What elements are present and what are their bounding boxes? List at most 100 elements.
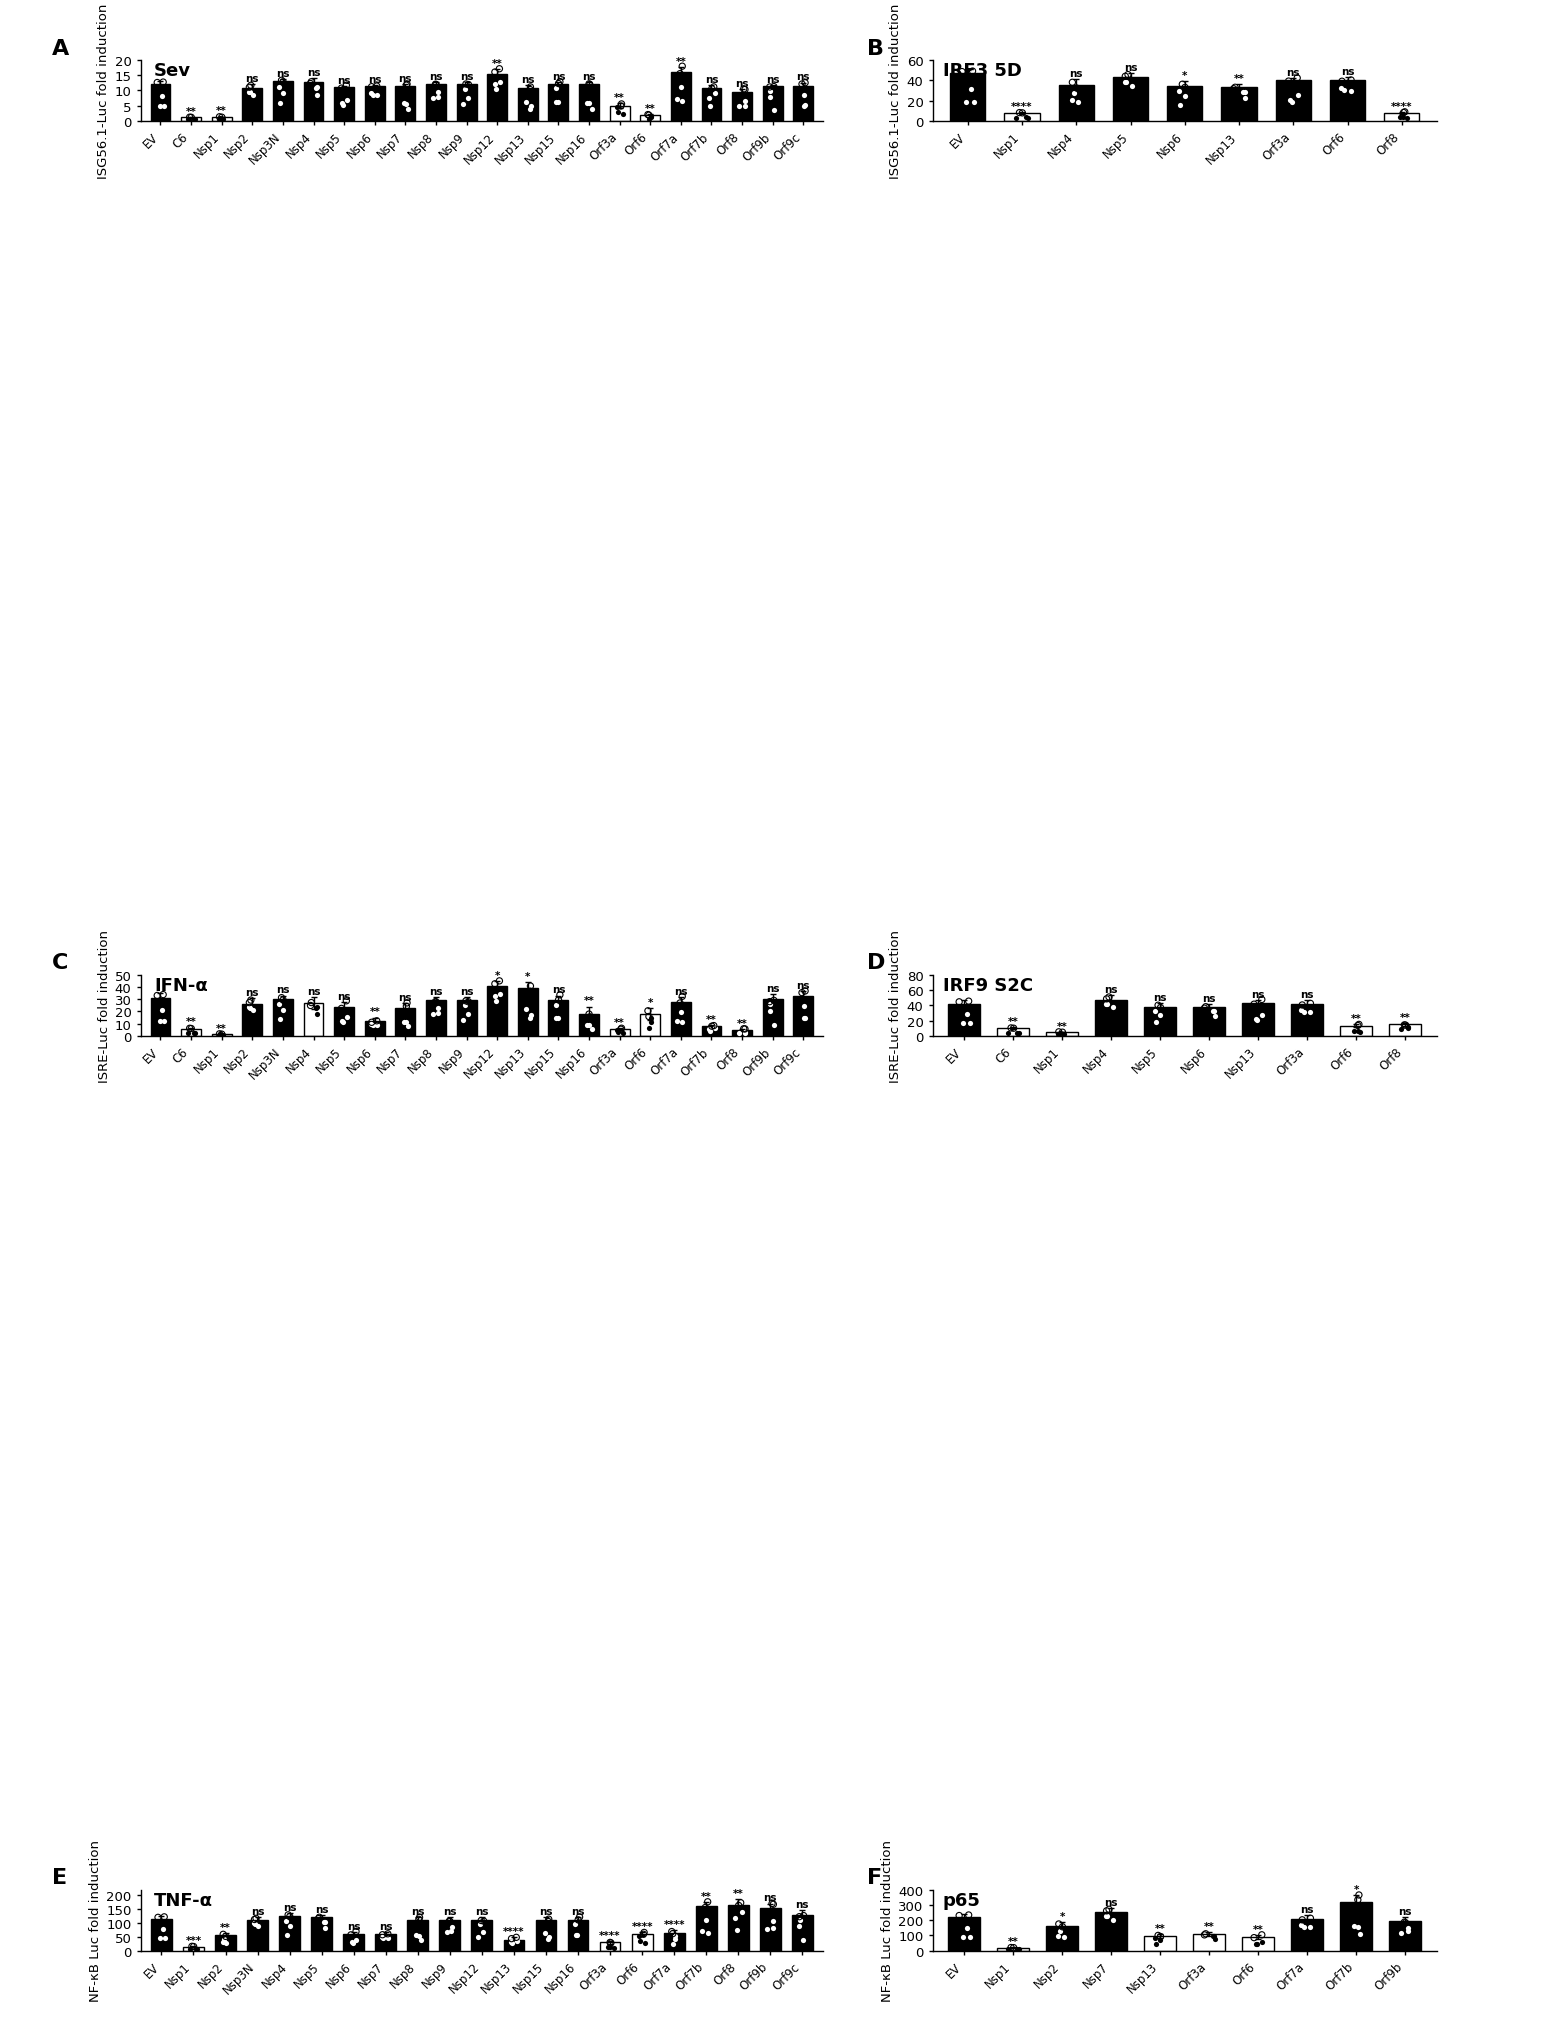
Point bbox=[690, 1914, 715, 1947]
Bar bbox=[640, 116, 661, 122]
Point bbox=[1250, 1918, 1275, 1951]
Point bbox=[364, 71, 389, 104]
Point bbox=[661, 1928, 686, 1961]
Point bbox=[1100, 1904, 1125, 1936]
Text: ns: ns bbox=[337, 992, 351, 1002]
Point bbox=[700, 1010, 725, 1042]
Point bbox=[434, 1916, 459, 1949]
Point bbox=[298, 69, 323, 102]
Point bbox=[1115, 59, 1140, 91]
Bar bbox=[216, 1934, 236, 1951]
Point bbox=[450, 1004, 475, 1036]
Point bbox=[636, 1000, 661, 1032]
Text: ns: ns bbox=[1340, 67, 1354, 77]
Point bbox=[787, 1900, 812, 1932]
Bar bbox=[1167, 87, 1203, 122]
Point bbox=[177, 102, 201, 134]
Point bbox=[726, 91, 751, 124]
Point bbox=[956, 986, 981, 1018]
Point bbox=[177, 1932, 201, 1965]
Text: ns: ns bbox=[337, 75, 351, 85]
Point bbox=[701, 77, 726, 110]
Point bbox=[564, 1918, 589, 1951]
Point bbox=[761, 986, 786, 1018]
Text: ns: ns bbox=[572, 1906, 584, 1916]
Point bbox=[267, 988, 292, 1020]
Bar bbox=[212, 118, 231, 122]
Point bbox=[267, 1004, 292, 1036]
Point bbox=[177, 1012, 201, 1044]
Text: **: ** bbox=[737, 1018, 748, 1028]
Text: **: ** bbox=[220, 1922, 231, 1932]
Text: ns: ns bbox=[1287, 69, 1300, 77]
Point bbox=[628, 1924, 653, 1957]
Point bbox=[1290, 990, 1315, 1022]
Point bbox=[661, 1918, 686, 1951]
Point bbox=[392, 87, 417, 120]
Text: ns: ns bbox=[430, 71, 442, 81]
Point bbox=[636, 100, 661, 132]
Point bbox=[667, 59, 692, 91]
Point bbox=[758, 75, 783, 108]
Point bbox=[1395, 1916, 1420, 1949]
Point bbox=[576, 69, 601, 102]
Point bbox=[1201, 996, 1226, 1028]
Point bbox=[790, 1002, 815, 1034]
Point bbox=[698, 1016, 723, 1049]
Text: *: * bbox=[1059, 1912, 1065, 1922]
Point bbox=[334, 69, 359, 102]
Point bbox=[359, 71, 384, 104]
Point bbox=[1203, 1000, 1228, 1032]
Text: ***: *** bbox=[186, 1934, 201, 1945]
Text: ns: ns bbox=[251, 1906, 264, 1916]
Point bbox=[1243, 1926, 1268, 1959]
Point bbox=[150, 67, 175, 100]
Point bbox=[242, 1908, 267, 1941]
Point bbox=[758, 996, 783, 1028]
Point bbox=[639, 102, 664, 134]
Point bbox=[1064, 73, 1089, 106]
Bar bbox=[948, 1004, 981, 1036]
Point bbox=[1006, 1016, 1031, 1049]
Point bbox=[626, 1920, 651, 1953]
Bar bbox=[487, 75, 508, 122]
Point bbox=[150, 979, 175, 1012]
Text: ns: ns bbox=[522, 75, 534, 85]
Bar bbox=[1112, 77, 1148, 122]
Point bbox=[1095, 1900, 1120, 1932]
Text: B: B bbox=[867, 39, 884, 59]
Point bbox=[1392, 98, 1417, 130]
Bar bbox=[181, 118, 201, 122]
Point bbox=[950, 1920, 975, 1953]
Point bbox=[150, 1912, 175, 1945]
Point bbox=[565, 1904, 590, 1936]
Text: ns: ns bbox=[283, 1902, 297, 1912]
Point bbox=[334, 83, 359, 116]
Point bbox=[455, 998, 480, 1030]
Point bbox=[631, 1916, 656, 1949]
Bar bbox=[311, 1918, 333, 1951]
Point bbox=[483, 986, 508, 1018]
Point bbox=[239, 983, 264, 1016]
Point bbox=[580, 93, 604, 126]
Text: ns: ns bbox=[316, 1904, 328, 1914]
Point bbox=[694, 1892, 719, 1924]
Text: A: A bbox=[52, 39, 69, 59]
Point bbox=[789, 977, 814, 1010]
Point bbox=[450, 89, 475, 122]
Text: **: ** bbox=[186, 1016, 197, 1026]
Bar bbox=[631, 1934, 653, 1951]
Point bbox=[152, 91, 177, 124]
Point bbox=[700, 73, 725, 106]
Point bbox=[298, 988, 323, 1020]
Point bbox=[726, 1016, 751, 1049]
Point bbox=[408, 1924, 433, 1957]
Point bbox=[305, 992, 330, 1024]
Point bbox=[1292, 1910, 1317, 1943]
Point bbox=[636, 996, 661, 1028]
Point bbox=[670, 85, 695, 118]
Point bbox=[514, 994, 539, 1026]
Bar bbox=[519, 89, 537, 122]
Bar bbox=[1340, 1902, 1371, 1951]
Point bbox=[1390, 102, 1415, 134]
